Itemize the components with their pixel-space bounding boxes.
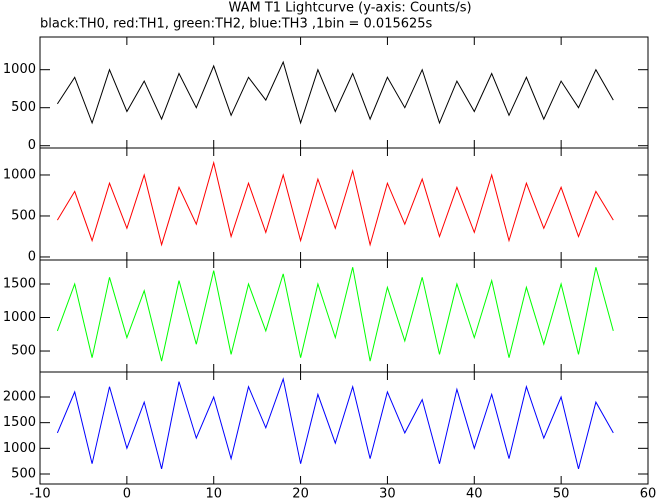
light-curve bbox=[56, 60, 614, 125]
x-tick-label: 50 bbox=[553, 487, 570, 502]
y-tick-label: 2000 bbox=[3, 389, 36, 404]
y-tick-label: 1000 bbox=[3, 167, 36, 182]
y-tick-label: 500 bbox=[11, 466, 36, 481]
x-tick-label: 30 bbox=[379, 487, 396, 502]
y-tick-label: 1500 bbox=[3, 415, 36, 430]
chart-title: WAM T1 Lightcurve (y-axis: Counts/s) bbox=[228, 1, 471, 16]
x-tick-label: 10 bbox=[205, 487, 222, 502]
light-curve bbox=[56, 377, 614, 470]
plot-frame bbox=[39, 371, 649, 485]
y-tick-label: 500 bbox=[11, 100, 36, 115]
y-tick-label: 0 bbox=[28, 249, 36, 264]
y-tick-label: 500 bbox=[11, 208, 36, 223]
x-tick-label: 40 bbox=[466, 487, 483, 502]
x-tick-label: 0 bbox=[123, 487, 131, 502]
x-tick-label: -10 bbox=[29, 487, 50, 502]
light-curve bbox=[56, 160, 614, 247]
y-tick-label: 1000 bbox=[3, 310, 36, 325]
y-tick-label: 1000 bbox=[3, 441, 36, 456]
y-tick-label: 1500 bbox=[3, 276, 36, 291]
plot-frame bbox=[39, 147, 649, 261]
y-tick-label: 500 bbox=[11, 344, 36, 359]
light-curve bbox=[56, 267, 614, 362]
y-tick-label: 1000 bbox=[3, 62, 36, 77]
x-tick-label: 60 bbox=[640, 487, 657, 502]
y-tick-label: 0 bbox=[28, 138, 36, 153]
chart-subtitle: black:TH0, red:TH1, green:TH2, blue:TH3 … bbox=[40, 17, 433, 32]
x-tick-label: 20 bbox=[292, 487, 309, 502]
plot-frame bbox=[39, 259, 649, 373]
